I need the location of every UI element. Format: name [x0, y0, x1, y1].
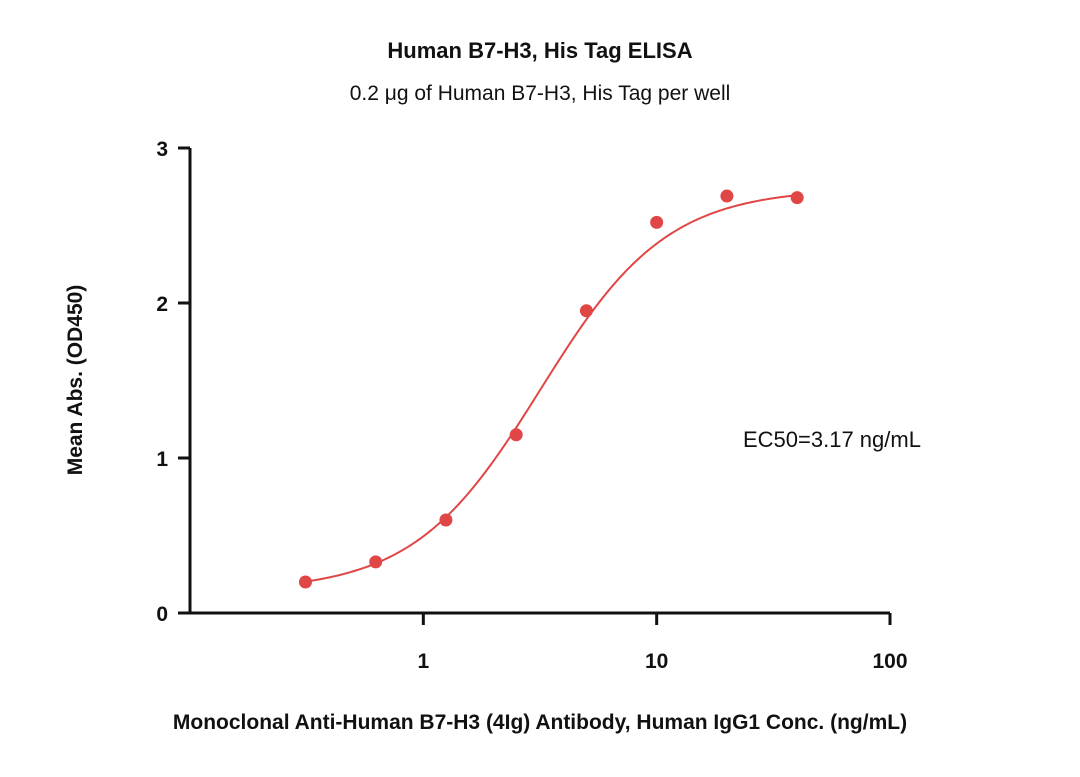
fit-curve — [305, 194, 798, 583]
data-points — [298, 189, 804, 589]
data-point — [369, 555, 383, 569]
data-point — [298, 575, 312, 589]
x-axis-label: Monoclonal Anti-Human B7-H3 (4Ig) Antibo… — [173, 711, 907, 734]
data-point — [439, 513, 453, 527]
data-point — [650, 215, 664, 229]
data-point — [720, 189, 734, 203]
ec50-annotation: EC50=3.17 ng/mL — [743, 427, 921, 452]
x-tick-label: 100 — [872, 650, 907, 673]
x-tick-label: 1 — [417, 650, 429, 673]
x-tick-label: 10 — [645, 650, 668, 673]
y-tick-label: 0 — [156, 603, 168, 626]
chart-title: Human B7-H3, His Tag ELISA — [387, 38, 692, 63]
data-point — [790, 191, 804, 205]
data-point — [579, 304, 593, 318]
x-ticks: 1 10 100 — [417, 613, 908, 673]
y-tick-label: 2 — [156, 293, 168, 316]
y-tick-label: 3 — [156, 138, 168, 161]
y-ticks: 0 1 2 3 — [156, 138, 190, 626]
y-axis-label: Mean Abs. (OD450) — [64, 285, 87, 476]
chart-subtitle: 0.2 μg of Human B7-H3, His Tag per well — [350, 82, 731, 105]
y-tick-label: 1 — [156, 448, 168, 471]
data-point — [509, 428, 523, 442]
